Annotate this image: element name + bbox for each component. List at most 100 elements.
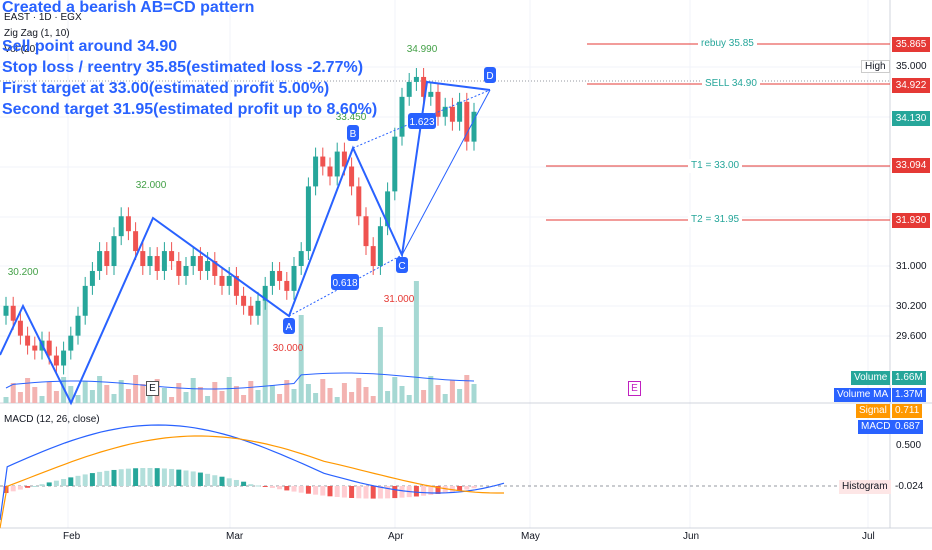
volume-bar: [89, 390, 95, 403]
histogram-bar: [39, 484, 45, 486]
volume-bar: [25, 378, 31, 403]
volume-bar: [298, 315, 304, 403]
candle-body: [25, 335, 31, 346]
histogram-bar: [385, 486, 391, 499]
volume-bar: [226, 377, 232, 403]
point-a-text: A: [286, 322, 293, 333]
candle-body: [370, 246, 376, 266]
volume-bar: [284, 380, 290, 403]
histogram-bar: [284, 486, 290, 491]
candle-body: [291, 266, 297, 291]
volume-bar: [442, 394, 448, 403]
volume-bar: [363, 387, 369, 403]
pivot-33450: 33.450: [336, 112, 367, 123]
volume-ma-line: [5, 372, 475, 390]
candle-body: [140, 251, 146, 266]
candle-body: [421, 76, 427, 97]
histogram-bar: [248, 484, 254, 486]
candle-body: [169, 251, 175, 262]
volume-bar: [341, 383, 347, 403]
volume-bar: [133, 375, 139, 403]
histogram-bar: [17, 486, 23, 490]
ratio-bc-bg: [331, 274, 359, 290]
candle-body: [442, 106, 448, 117]
histogram-bar: [449, 486, 455, 492]
histogram-bar: [241, 481, 247, 486]
point-a-bg: [283, 318, 295, 334]
volume-bar: [305, 384, 311, 403]
ratio-cd-bg: [408, 113, 436, 129]
histogram-bar: [298, 486, 304, 493]
histogram-bar: [10, 486, 16, 492]
pivot-34990: 34.990: [407, 44, 438, 55]
volume-bar: [421, 390, 427, 403]
histogram-bar: [277, 486, 283, 490]
point-a: A: [283, 318, 295, 334]
volume-bars: [3, 281, 477, 403]
volume-bar: [140, 384, 146, 403]
volume-bar: [39, 396, 45, 403]
histogram-bar: [377, 486, 383, 499]
candle-body: [205, 261, 211, 271]
volume-bar: [471, 384, 477, 403]
volume-bar: [161, 388, 167, 403]
volume-bar: [32, 387, 38, 403]
level-lines: [546, 43, 890, 221]
histogram-bar: [133, 468, 139, 486]
volume-bar: [349, 392, 355, 403]
candle-body: [269, 270, 275, 286]
volume-bar: [104, 385, 110, 403]
histogram-bar: [61, 478, 67, 486]
histogram-bar: [341, 486, 347, 498]
volume-bar: [428, 376, 434, 403]
candle-body: [154, 256, 160, 271]
histogram-bar: [291, 486, 297, 492]
point-c-text: C: [398, 261, 405, 272]
histogram-bar: [219, 476, 225, 486]
point-c: C: [396, 257, 408, 273]
histogram-bar: [349, 486, 355, 498]
candle-body: [233, 275, 239, 296]
candles: [3, 67, 477, 375]
candle-body: [147, 256, 153, 266]
histogram-bar: [356, 486, 362, 499]
candle-body: [334, 151, 340, 177]
cd-line: [401, 89, 491, 256]
point-d: D: [484, 67, 496, 83]
macd-line: [0, 424, 505, 521]
candle-body: [118, 216, 124, 237]
histogram-bar: [154, 468, 160, 486]
candle-body: [305, 186, 311, 252]
candle-body: [413, 76, 419, 82]
volume-bar: [313, 393, 319, 403]
volume-bar: [10, 383, 16, 403]
volume-bar: [406, 395, 412, 403]
candle-body: [61, 350, 67, 366]
candle-body: [457, 101, 463, 122]
candle-body: [277, 270, 283, 281]
histogram-bar: [457, 486, 463, 491]
histogram-bar: [25, 486, 31, 488]
volume-bar: [449, 380, 455, 403]
point-b: B: [347, 125, 359, 141]
histogram-bar: [413, 486, 419, 497]
histogram-bar: [140, 468, 146, 486]
volume-bar: [111, 394, 117, 403]
pivot-30000: 30.000: [273, 343, 304, 354]
volume-bar: [68, 386, 74, 403]
histogram-bar: [370, 486, 376, 499]
volume-bar: [356, 378, 362, 403]
histogram-bar: [190, 471, 196, 486]
candle-body: [449, 106, 455, 122]
ratio-bc-text: 0.618: [332, 278, 357, 289]
candle-body: [399, 96, 405, 137]
histogram-bar: [176, 469, 182, 486]
candle-body: [46, 340, 52, 356]
volume-bar: [82, 381, 88, 403]
histogram-bar: [464, 486, 470, 490]
volume-bar: [118, 380, 124, 403]
volume-bar: [269, 385, 275, 403]
candle-body: [356, 186, 362, 217]
volume-bar: [327, 388, 333, 403]
